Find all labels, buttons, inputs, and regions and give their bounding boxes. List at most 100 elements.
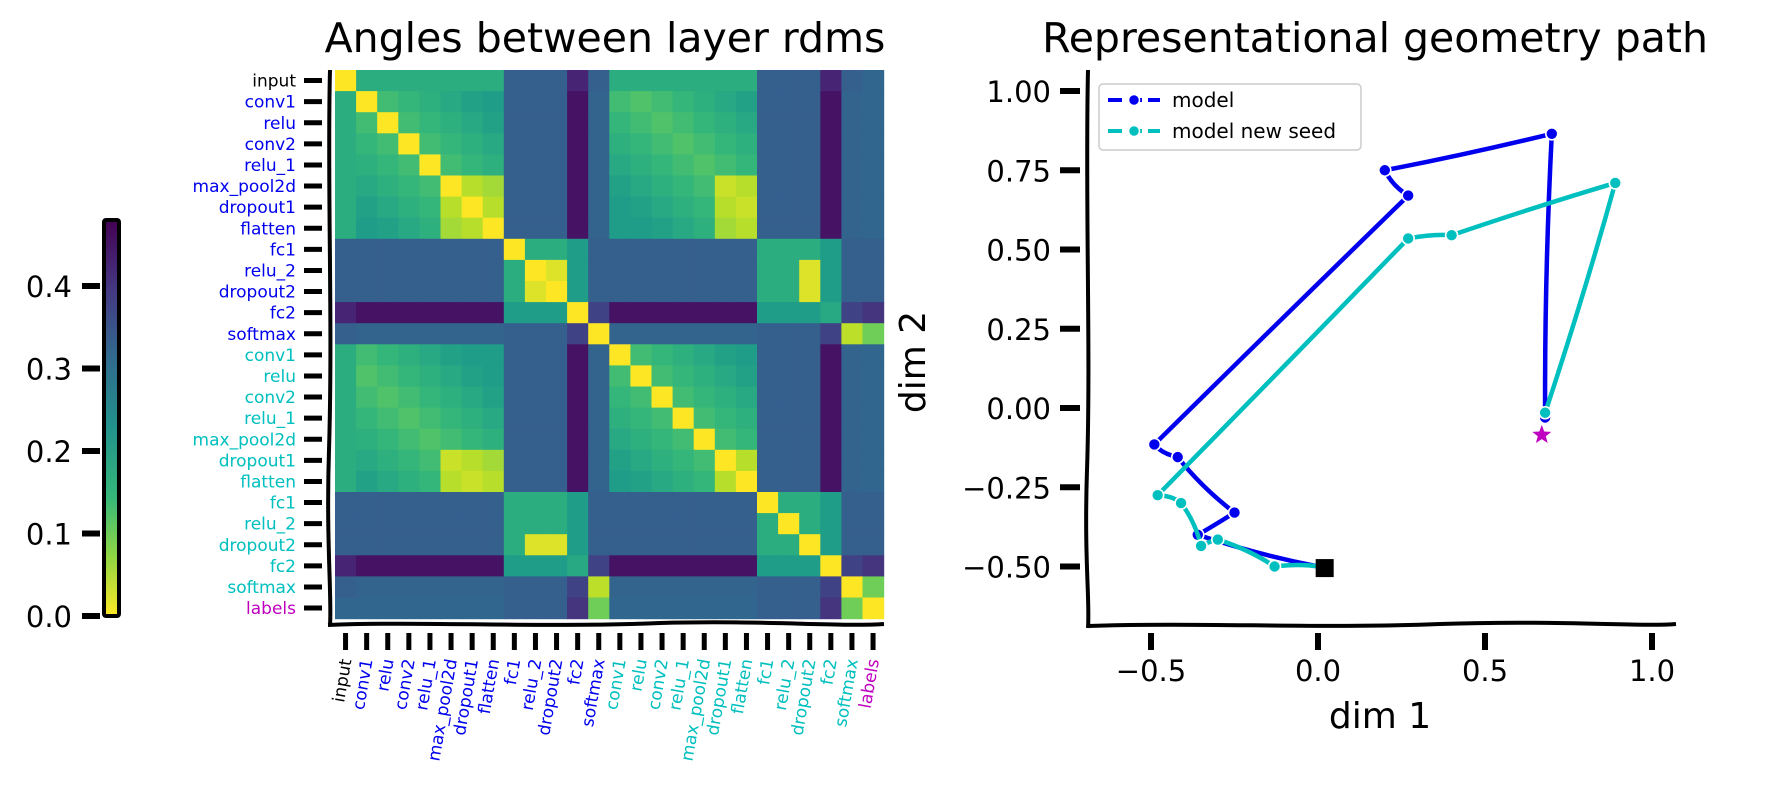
heatmap-cell — [693, 112, 716, 134]
heatmap-cell — [398, 133, 420, 155]
heatmap-cell — [609, 386, 631, 409]
heatmap-cell — [419, 133, 442, 155]
heatmap-cell — [757, 492, 779, 514]
heatmap-cell — [799, 513, 821, 535]
series-new-seed-point — [1211, 532, 1225, 547]
heatmap-cell — [841, 133, 864, 155]
heatmap-cell — [440, 492, 463, 514]
heatmap-cell — [482, 386, 505, 409]
heatmap-row-label: fc1 — [270, 494, 296, 514]
heatmap-cell — [588, 597, 610, 620]
colorbar-ticks: 0.0 0.1 0.2 0.3 0.4 — [26, 270, 100, 634]
colorbar-tick-label: 0.2 — [26, 435, 72, 469]
path-markers — [1315, 424, 1552, 578]
heatmap-cell — [799, 386, 821, 409]
heatmap-cell — [862, 323, 885, 345]
heatmap-cell — [841, 407, 864, 430]
heatmap-cell — [735, 470, 758, 493]
heatmap-row-label: conv1 — [245, 93, 296, 113]
heatmap-row-label: relu — [263, 367, 296, 387]
heatmap-cell — [841, 302, 864, 324]
heatmap-cell — [546, 259, 568, 282]
heatmap-cell — [461, 576, 484, 599]
heatmap-cell — [567, 91, 589, 113]
heatmap-cell — [356, 513, 378, 535]
heatmap-cell — [398, 470, 420, 493]
heatmap-cell — [693, 428, 716, 451]
heatmap-cell — [609, 597, 631, 620]
heatmap-cell — [377, 555, 399, 577]
heatmap-cell — [546, 323, 568, 345]
heatmap-cell — [398, 492, 420, 514]
heatmap-cell — [524, 70, 547, 92]
heatmap-y-axis-spine — [326, 69, 333, 626]
heatmap-cell — [820, 259, 842, 282]
heatmap-cell — [461, 196, 484, 219]
colorbar-bar — [102, 218, 121, 618]
heatmap-col-label: fc2 — [564, 657, 588, 686]
heatmap-cell — [398, 555, 420, 577]
heatmap-cell — [714, 470, 737, 493]
heatmap-cell — [461, 133, 484, 155]
heatmap-cell — [862, 196, 885, 219]
heatmap-row-label: conv1 — [245, 346, 296, 366]
heatmap-cell — [335, 133, 357, 155]
heatmap-cell — [820, 281, 842, 303]
heatmap-cell — [546, 91, 568, 113]
heatmap-cell — [799, 112, 821, 134]
heatmap-cell — [778, 196, 800, 219]
heatmap-row-label: dropout2 — [219, 283, 296, 303]
heatmap-cell — [588, 344, 610, 366]
heatmap-cell — [630, 407, 653, 430]
path-xlabel: dim 1 — [1329, 696, 1431, 737]
heatmap-cell — [440, 238, 463, 261]
heatmap-cell — [567, 238, 589, 261]
heatmap-cell — [778, 470, 800, 493]
heatmap-cell — [567, 112, 589, 134]
heatmap-cell — [820, 597, 842, 620]
heatmap-cell — [672, 238, 695, 261]
heatmap-cell — [461, 492, 484, 514]
heatmap-cell — [672, 449, 695, 472]
heatmap-cell — [524, 91, 547, 113]
heatmap-cell — [503, 470, 526, 493]
heatmap-cell — [567, 555, 589, 577]
heatmap-cell — [820, 534, 842, 556]
heatmap-cell — [335, 449, 357, 472]
heatmap-cell — [419, 323, 442, 345]
heatmap-cell — [609, 70, 631, 92]
heatmap-cell — [778, 259, 800, 282]
heatmap-row-label: relu_2 — [244, 261, 296, 281]
heatmap-cell — [672, 492, 695, 514]
heatmap-cell — [820, 449, 842, 472]
heatmap-cell — [546, 133, 568, 155]
heatmap-cell — [693, 302, 716, 324]
heatmap-cell — [735, 555, 758, 577]
heatmap-cell — [820, 154, 842, 177]
heatmap-cell — [651, 513, 674, 535]
heatmap-cell — [546, 112, 568, 134]
heatmap-cell — [335, 323, 357, 345]
heatmap-cell — [693, 344, 716, 366]
heatmap-cell — [630, 196, 653, 219]
heatmap-cell — [757, 91, 779, 113]
heatmap-cell — [672, 513, 695, 535]
heatmap-cell — [757, 238, 779, 261]
heatmap-cell — [503, 344, 526, 366]
heatmap-cell — [630, 323, 653, 345]
heatmap-cell — [735, 492, 758, 514]
heatmap-cell — [778, 407, 800, 430]
heatmap-cell — [651, 70, 674, 92]
path-x-axis-spine — [1087, 620, 1677, 628]
heatmap-cell — [440, 217, 463, 240]
heatmap-cell — [630, 492, 653, 514]
heatmap-cell — [419, 302, 442, 324]
heatmap-cell — [799, 344, 821, 366]
heatmap-cell — [503, 365, 526, 388]
heatmap-cell — [735, 112, 758, 134]
heatmap-cell — [672, 281, 695, 303]
heatmap-cell — [862, 217, 885, 240]
heatmap-cell — [609, 112, 631, 134]
heatmap-cell — [714, 513, 737, 535]
